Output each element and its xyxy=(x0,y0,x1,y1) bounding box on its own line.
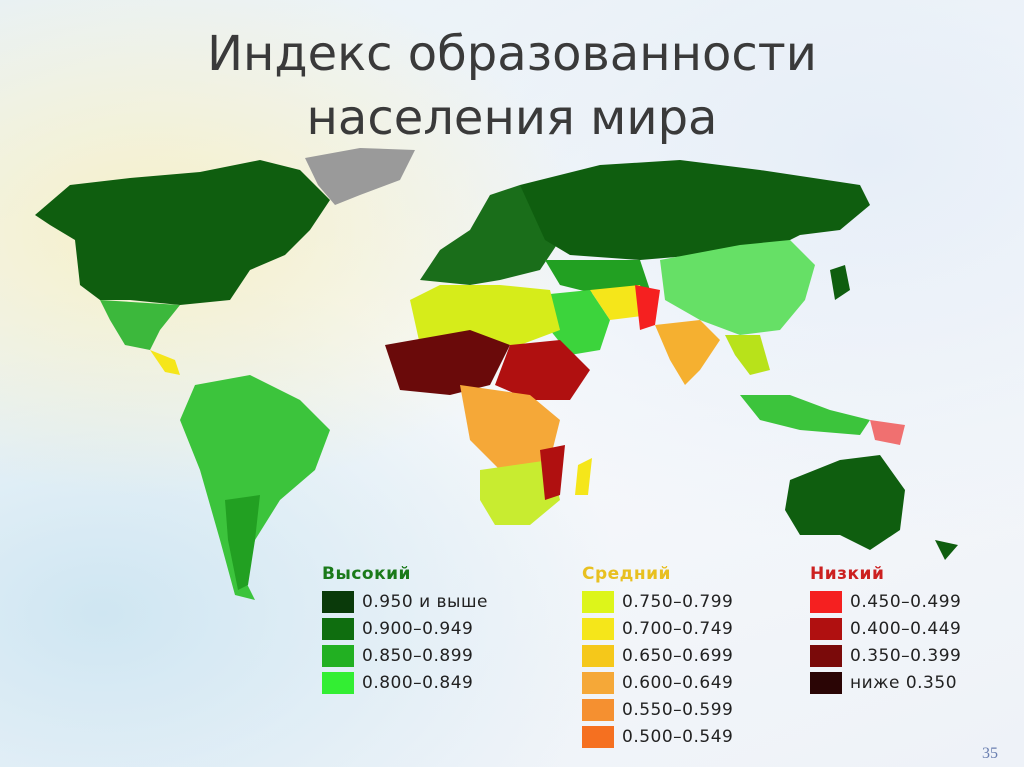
europe xyxy=(420,185,560,285)
legend-swatch xyxy=(582,698,614,721)
legend-heading: Средний xyxy=(582,564,671,584)
title-line: Индекс образованности xyxy=(207,26,817,82)
legend-swatch xyxy=(322,590,354,613)
legend-swatch xyxy=(810,671,842,694)
west-africa xyxy=(385,330,510,395)
legend-item: 0.400–0.449 xyxy=(810,615,961,642)
legend-label: 0.750–0.799 xyxy=(622,591,734,612)
north-america xyxy=(35,160,330,305)
north-africa xyxy=(410,285,560,345)
mozambique xyxy=(540,445,565,500)
madagascar xyxy=(575,458,592,495)
legend-item: 0.500–0.549 xyxy=(582,723,733,750)
legend-heading: Высокий xyxy=(322,564,411,584)
argentina xyxy=(225,495,260,590)
south-america xyxy=(180,375,330,600)
indonesia xyxy=(740,395,870,435)
title: Индекс образованности населения мира xyxy=(0,22,1024,150)
iran-afghanistan xyxy=(590,285,650,320)
russia xyxy=(520,160,870,260)
legend-label: 0.800–0.849 xyxy=(362,672,474,693)
legend-item: ниже 0.350 xyxy=(810,669,961,696)
legend-item: 0.800–0.849 xyxy=(322,669,488,696)
legend-swatch xyxy=(810,590,842,613)
legend-item: 0.900–0.949 xyxy=(322,615,488,642)
middle-east xyxy=(540,290,610,355)
legend-swatch xyxy=(810,644,842,667)
legend-item: 0.450–0.499 xyxy=(810,588,961,615)
central-asia xyxy=(545,260,650,295)
legend-label: 0.500–0.549 xyxy=(622,726,734,747)
legend-label: 0.600–0.649 xyxy=(622,672,734,693)
legend-item: 0.850–0.899 xyxy=(322,642,488,669)
se-asia xyxy=(725,335,770,375)
legend-item: 0.600–0.649 xyxy=(582,669,733,696)
legend-label: 0.550–0.599 xyxy=(622,699,734,720)
legend-group: Высокий 0.950 и выше 0.900–0.949 0.850–0.89… xyxy=(322,564,488,696)
mexico xyxy=(100,300,180,350)
legend-label: ниже 0.350 xyxy=(850,672,958,693)
legend-label: 0.450–0.499 xyxy=(850,591,962,612)
japan xyxy=(830,265,850,300)
legend-item: 0.650–0.699 xyxy=(582,642,733,669)
legend-swatch xyxy=(582,725,614,748)
legend-label: 0.650–0.699 xyxy=(622,645,734,666)
legend-swatch xyxy=(582,617,614,640)
legend-label: 0.350–0.399 xyxy=(850,645,962,666)
legend-label: 0.850–0.899 xyxy=(362,645,474,666)
legend-swatch xyxy=(322,671,354,694)
legend-swatch xyxy=(322,644,354,667)
legend-label: 0.950 и выше xyxy=(362,591,488,612)
central-america xyxy=(150,350,180,375)
legend-group: Низкий 0.450–0.499 0.400–0.449 0.350–0.399 н… xyxy=(810,564,961,696)
legend-group: Средний 0.750–0.799 0.700–0.749 0.650–0.699… xyxy=(582,564,733,750)
page-number: 35 xyxy=(982,745,998,762)
legend-swatch xyxy=(582,590,614,613)
legend-item: 0.550–0.599 xyxy=(582,696,733,723)
legend-label: 0.900–0.949 xyxy=(362,618,474,639)
east-africa xyxy=(495,340,590,400)
pakistan xyxy=(635,285,660,330)
legend-label: 0.700–0.749 xyxy=(622,618,734,639)
china xyxy=(660,240,815,335)
legend-swatch xyxy=(322,617,354,640)
legend-item: 0.700–0.749 xyxy=(582,615,733,642)
central-africa xyxy=(460,385,560,470)
legend-heading: Низкий xyxy=(810,564,885,584)
png xyxy=(870,420,905,445)
legend-swatch xyxy=(582,644,614,667)
legend-item: 0.350–0.399 xyxy=(810,642,961,669)
legend-label: 0.400–0.449 xyxy=(850,618,962,639)
legend-item: 0.750–0.799 xyxy=(582,588,733,615)
title-line: населения мира xyxy=(306,90,718,146)
new-zealand xyxy=(935,540,958,560)
legend-swatch xyxy=(582,671,614,694)
legend-swatch xyxy=(810,617,842,640)
greenland xyxy=(305,148,415,205)
legend-item: 0.950 и выше xyxy=(322,588,488,615)
southern-africa xyxy=(480,460,560,525)
india xyxy=(655,320,720,385)
australia xyxy=(785,455,905,550)
